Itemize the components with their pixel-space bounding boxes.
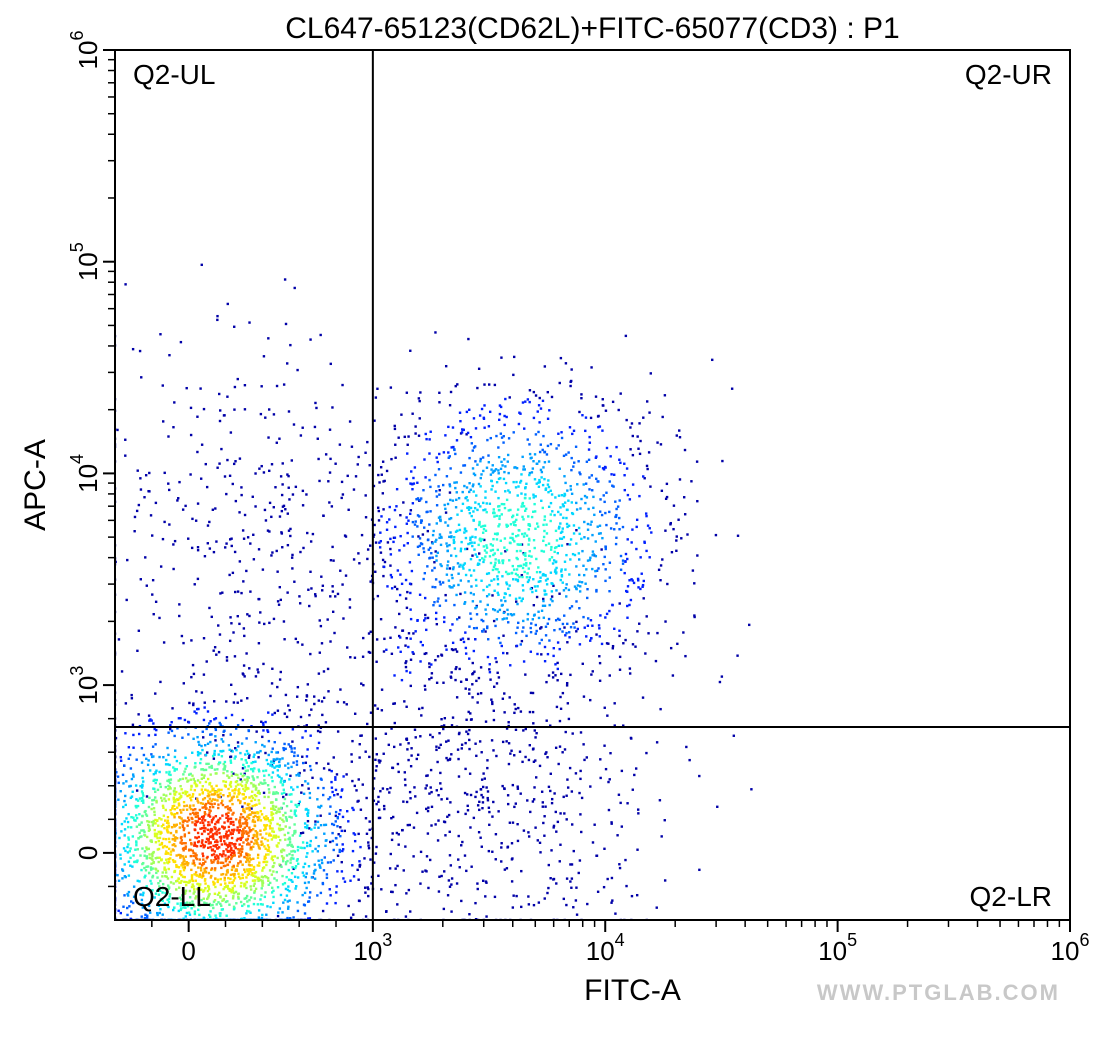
- flow-cytometry-plot: 01031041051060103104105106FITC-AAPC-ACL6…: [0, 0, 1103, 1053]
- y-axis-label: APC-A: [19, 439, 52, 531]
- quad-label-ur: Q2-UR: [965, 59, 1052, 90]
- y-tick-label: 0: [73, 846, 103, 860]
- watermark: WWW.PTGLAB.COM: [817, 980, 1060, 1005]
- chart-title: CL647-65123(CD62L)+FITC-65077(CD3) : P1: [285, 12, 899, 45]
- x-tick-label: 0: [181, 936, 195, 966]
- quad-label-ul: Q2-UL: [133, 59, 215, 90]
- x-axis-label: FITC-A: [584, 974, 681, 1007]
- quad-label-ll: Q2-LL: [133, 881, 211, 912]
- chart-svg: 01031041051060103104105106FITC-AAPC-ACL6…: [0, 0, 1103, 1053]
- quad-label-lr: Q2-LR: [970, 881, 1052, 912]
